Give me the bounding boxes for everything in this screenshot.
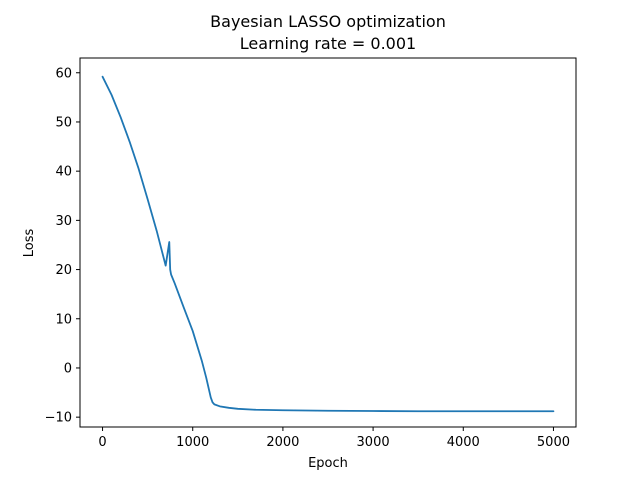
x-tick-label: 5000: [537, 435, 570, 450]
x-tick-label: 1000: [176, 435, 209, 450]
x-tick-label: 0: [98, 435, 106, 450]
series-layer: [101, 75, 555, 413]
y-tick-label: −10: [45, 411, 72, 426]
y-tick-label: 20: [55, 263, 72, 278]
y-tick-label: 30: [55, 214, 72, 229]
y-tick-label: 40: [55, 165, 72, 180]
chart-title: Bayesian LASSO optimization: [210, 12, 446, 31]
y-tick-label: 10: [55, 312, 72, 327]
plot-frame: [79, 57, 577, 428]
x-axis-label: Epoch: [308, 456, 348, 471]
x-tick-label: 3000: [357, 435, 390, 450]
ticks-layer: 0 1000 2000 3000 4000 5000 −10 0 10 20 30 40 50 60: [45, 66, 570, 450]
y-tick-label: 50: [55, 115, 72, 130]
y-tick-label: 0: [64, 361, 72, 376]
loss-series-line: [101, 75, 555, 413]
y-tick-label: 60: [55, 66, 72, 81]
x-tick-label: 4000: [447, 435, 480, 450]
x-tick-label: 2000: [266, 435, 299, 450]
y-axis-label: Loss: [22, 229, 37, 258]
chart-subtitle: Learning rate = 0.001: [240, 34, 416, 53]
